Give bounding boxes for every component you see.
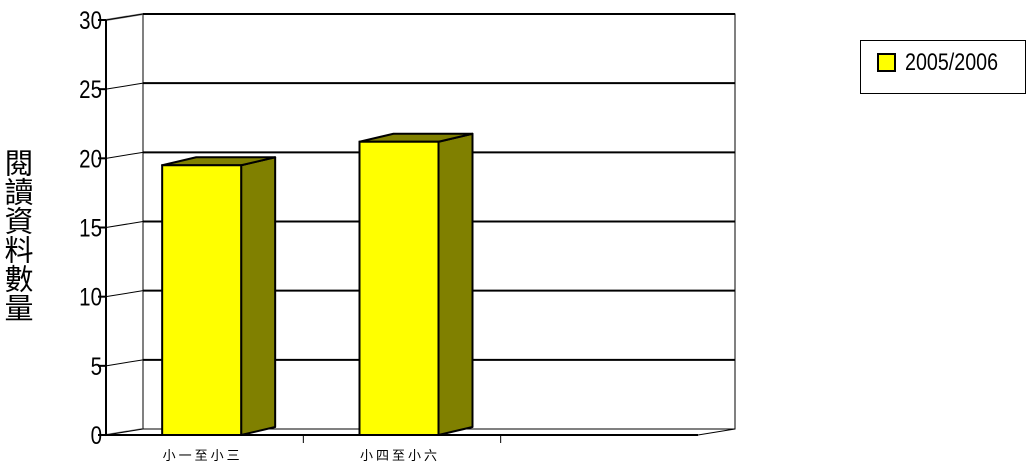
y-tick-label: 15 [79,214,102,242]
y-tick-label: 0 [91,421,102,449]
y-axis-label: 閱讀資料數量 [0,148,34,322]
y-tick-label: 20 [79,144,102,172]
gridline-side [105,13,144,21]
gridline-side [105,82,144,90]
y-tick-label: 10 [79,283,102,311]
y-tick-label: 5 [91,352,102,380]
bar-side [437,132,474,436]
legend: 2005/2006 [860,40,1026,94]
x-tick-label: 小四至小六 [360,449,440,464]
y-tick-label: 30 [79,6,102,34]
gridline-side [105,290,144,298]
bar [161,164,243,436]
bar [358,140,440,436]
legend-swatch-2005-2006 [877,53,896,72]
gridline-side [105,359,144,367]
legend-label-2005-2006: 2005/2006 [905,49,999,76]
gridline-side [105,221,144,228]
x-tick-label: 小一至小三 [163,449,243,464]
y-tick-label: 25 [79,75,102,103]
bar-side [240,156,277,436]
gridline-side [105,151,144,159]
